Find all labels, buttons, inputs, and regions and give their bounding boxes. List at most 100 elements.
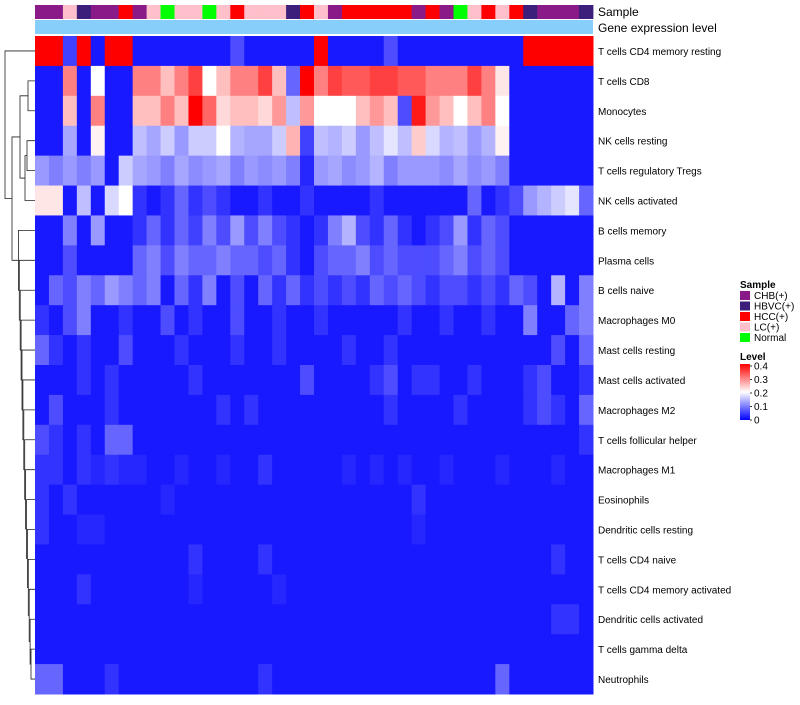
heatmap-cell (90, 634, 106, 665)
heatmap-cell (244, 185, 259, 216)
heatmap-cell (202, 634, 217, 665)
heatmap-cell (355, 365, 371, 396)
heatmap-cell (383, 125, 399, 157)
row-label: Mast cells resting (598, 346, 675, 357)
heatmap-cell (314, 95, 329, 127)
heatmap-cell (467, 245, 482, 276)
row-label: Eosinophils (598, 496, 649, 507)
heatmap-cell (62, 634, 78, 665)
heatmap-cell (118, 155, 134, 187)
heatmap-cell (48, 484, 64, 516)
sample-annotation-cell (509, 5, 524, 19)
heatmap-cell (467, 185, 482, 216)
heatmap-cell (160, 634, 175, 665)
heatmap-cell (272, 604, 287, 635)
heatmap-cell (132, 305, 148, 336)
heatmap-cell (90, 514, 106, 545)
heatmap-cell (453, 454, 468, 486)
heatmap-cell (523, 185, 538, 216)
heatmap-cell (174, 36, 189, 67)
heatmap-cell (76, 125, 92, 157)
heatmap-cell (35, 36, 50, 67)
heatmap-cell (76, 574, 92, 605)
heatmap-cell (272, 185, 287, 216)
heatmap-cell (355, 514, 371, 545)
heatmap-cell (188, 424, 203, 456)
heatmap-cell (537, 125, 552, 157)
heatmap-cell (146, 574, 162, 605)
heatmap-cell (579, 36, 594, 67)
heatmap-cell (300, 484, 315, 516)
heatmap-cell (537, 634, 552, 665)
heatmap-cell (453, 65, 468, 97)
heatmap-cell (327, 245, 343, 276)
heatmap-cell (411, 215, 427, 246)
heatmap-cell (258, 215, 273, 246)
heatmap-cell (565, 664, 580, 695)
heatmap-cell (537, 65, 552, 97)
heatmap-cell (300, 95, 315, 127)
heatmap-cell (48, 365, 64, 396)
heatmap-cell (62, 215, 78, 246)
row-label: NK cells resting (598, 137, 667, 148)
heatmap-cell (355, 604, 371, 635)
heatmap-cell (244, 604, 259, 635)
heatmap-cell (314, 664, 329, 695)
heatmap-cell (551, 215, 566, 246)
heatmap-cell (146, 305, 162, 336)
heatmap-cell (495, 36, 510, 67)
heatmap-cell (300, 65, 315, 97)
heatmap-cell (48, 454, 64, 486)
row-label: B cells naive (598, 286, 655, 297)
heatmap-cell (258, 305, 273, 336)
heatmap-cell (48, 65, 64, 97)
heatmap-cell (146, 185, 162, 216)
heatmap-cell (467, 365, 482, 396)
heatmap-cell (160, 155, 175, 187)
heatmap-cell (286, 65, 301, 97)
heatmap-cell (579, 215, 594, 246)
sample-annotation-cell (300, 5, 315, 19)
heatmap-cell (481, 36, 496, 67)
heatmap-cell (258, 604, 273, 635)
heatmap-cell (425, 335, 441, 366)
heatmap-cell (579, 454, 594, 486)
heatmap-cell (244, 275, 259, 306)
heatmap-cell (341, 634, 357, 665)
heatmap-cell (369, 245, 385, 276)
heatmap-cell (202, 125, 217, 157)
heatmap-cell (495, 155, 510, 187)
heatmap-cell (495, 275, 510, 306)
heatmap-cell (551, 365, 566, 396)
heatmap-cell (90, 245, 106, 276)
heatmap-cell (118, 215, 134, 246)
heatmap-cell (565, 454, 580, 486)
heatmap-cell (509, 185, 524, 216)
heatmap-cell (146, 335, 162, 366)
heatmap-cell (355, 574, 371, 605)
heatmap-cell (579, 574, 594, 605)
heatmap-cell (383, 604, 399, 635)
heatmap-cell (369, 335, 385, 366)
heatmap-cell (160, 394, 175, 426)
heatmap-cell (90, 36, 106, 67)
heatmap-cell (76, 215, 92, 246)
heatmap-cell (523, 335, 538, 366)
heatmap-cell (509, 365, 524, 396)
heatmap-cell (118, 544, 134, 575)
heatmap-cell (314, 275, 329, 306)
heatmap-cell (453, 424, 468, 456)
heatmap-cell (76, 424, 92, 456)
heatmap-cell (509, 305, 524, 336)
heatmap-cell (579, 95, 594, 127)
heatmap-cell (439, 484, 454, 516)
heatmap-cell (565, 544, 580, 575)
heatmap-cell (411, 65, 427, 97)
heatmap-cell (411, 544, 427, 575)
heatmap-cell (132, 574, 148, 605)
heatmap-cell (132, 634, 148, 665)
heatmap-cell (160, 454, 175, 486)
heatmap-cell (453, 634, 468, 665)
heatmap-cell (523, 305, 538, 336)
heatmap-cell (467, 65, 482, 97)
